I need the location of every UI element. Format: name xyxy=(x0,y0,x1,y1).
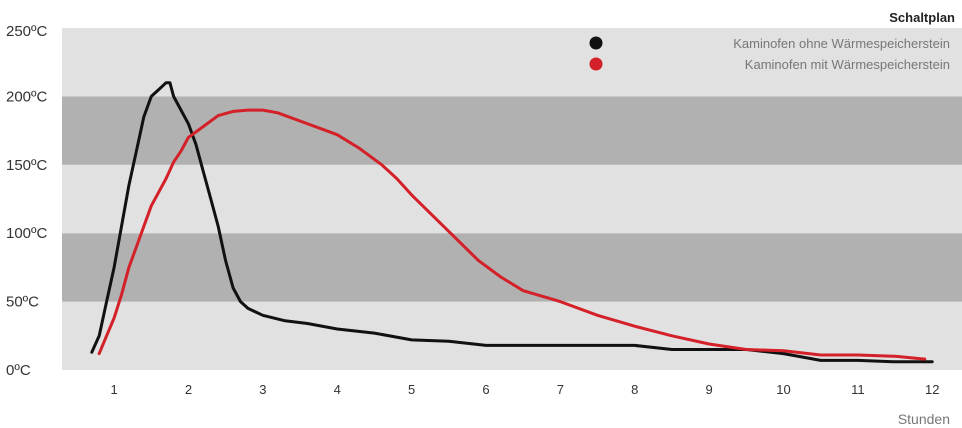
band-100-150 xyxy=(62,164,962,234)
legend-label-1: Kaminofen ohne Wärmespeicherstein xyxy=(733,36,950,51)
y-tick-label: 250ºC xyxy=(6,23,48,40)
y-tick-label: 0ºC xyxy=(6,362,31,379)
y-tick-label: 150ºC xyxy=(6,157,48,174)
legend: Kaminofen ohne Wärmespeicherstein Kaminof… xyxy=(589,36,950,72)
x-tick-label: 4 xyxy=(334,382,341,397)
band-50-100 xyxy=(62,233,962,302)
y-tick-label: 50ºC xyxy=(6,294,39,311)
series-lines xyxy=(90,81,934,364)
legend-title: Schaltplan xyxy=(889,10,955,25)
band-150-200 xyxy=(62,96,962,165)
x-tick-label: 2 xyxy=(185,382,192,397)
x-tick-label: 5 xyxy=(408,382,415,397)
legend-label-2: Kaminofen mit Wärmespeicherstein xyxy=(745,57,950,72)
x-tick-label: 7 xyxy=(557,382,564,397)
series-line-1 xyxy=(90,81,934,364)
x-tick-label: 8 xyxy=(631,382,638,397)
x-tick-label: 6 xyxy=(482,382,489,397)
background-bands xyxy=(62,28,962,370)
y-tick-label: 200ºC xyxy=(6,88,48,105)
x-axis-ticks: 1 2 3 4 5 6 7 8 9 10 11 12 xyxy=(110,382,939,397)
legend-marker-1 xyxy=(589,36,603,50)
x-axis-label: Stunden xyxy=(898,411,950,427)
x-tick-label: 11 xyxy=(851,382,865,397)
x-tick-label: 9 xyxy=(705,382,712,397)
band-200-250 xyxy=(62,28,962,97)
y-tick-label: 100ºC xyxy=(6,225,48,242)
x-tick-label: 10 xyxy=(776,382,790,397)
series-line-2 xyxy=(97,108,927,361)
legend-marker-2 xyxy=(589,57,603,71)
y-axis-ticks: 0ºC 50ºC 100ºC 150ºC 200ºC 250ºC xyxy=(6,23,48,379)
x-tick-label: 12 xyxy=(925,382,939,397)
x-tick-label: 3 xyxy=(259,382,266,397)
x-tick-label: 1 xyxy=(110,382,117,397)
